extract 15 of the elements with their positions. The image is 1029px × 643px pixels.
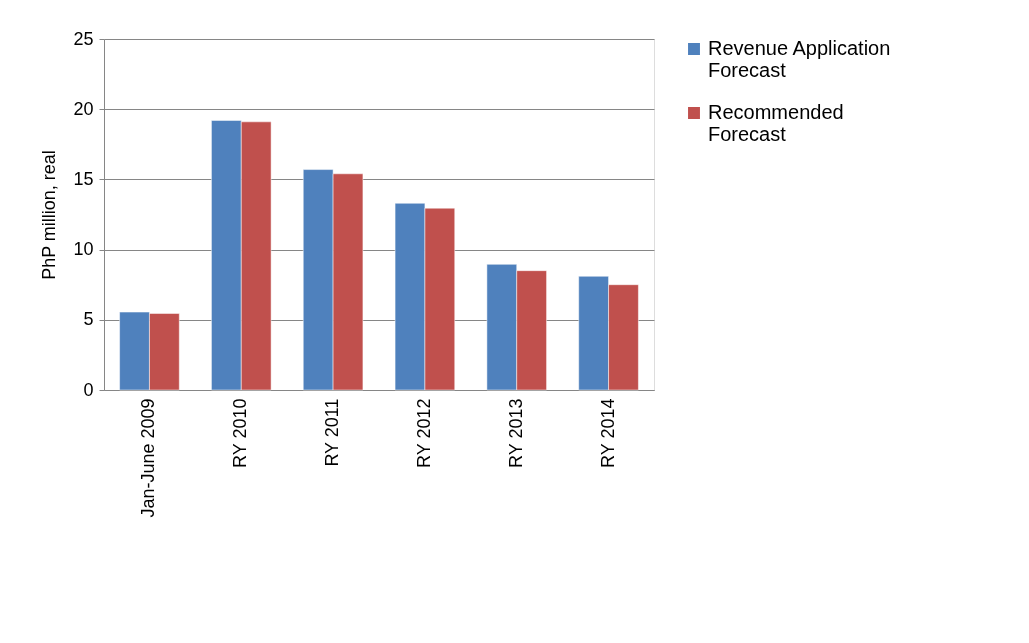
y-tick-label: 5 (83, 309, 94, 330)
x-tick-label: RY 2011 (322, 398, 343, 467)
y-axis-title: PhP million, real (39, 150, 60, 280)
y-tick-label: 25 (73, 28, 94, 49)
x-tick-label: RY 2010 (230, 398, 251, 468)
x-tick-label: RY 2013 (505, 398, 526, 468)
legend-label: Revenue Application Forecast (708, 37, 891, 81)
y-tick-label: 20 (73, 98, 94, 119)
x-tick-label: RY 2014 (597, 398, 618, 468)
x-tick-label: Jan-June 2009 (138, 398, 159, 518)
y-tick-label: 10 (73, 239, 94, 260)
legend-label: Recommended Forecast (708, 101, 844, 145)
y-tick-label: 0 (83, 379, 94, 400)
x-tick-label: RY 2012 (413, 398, 434, 468)
y-tick-label: 15 (73, 168, 94, 189)
